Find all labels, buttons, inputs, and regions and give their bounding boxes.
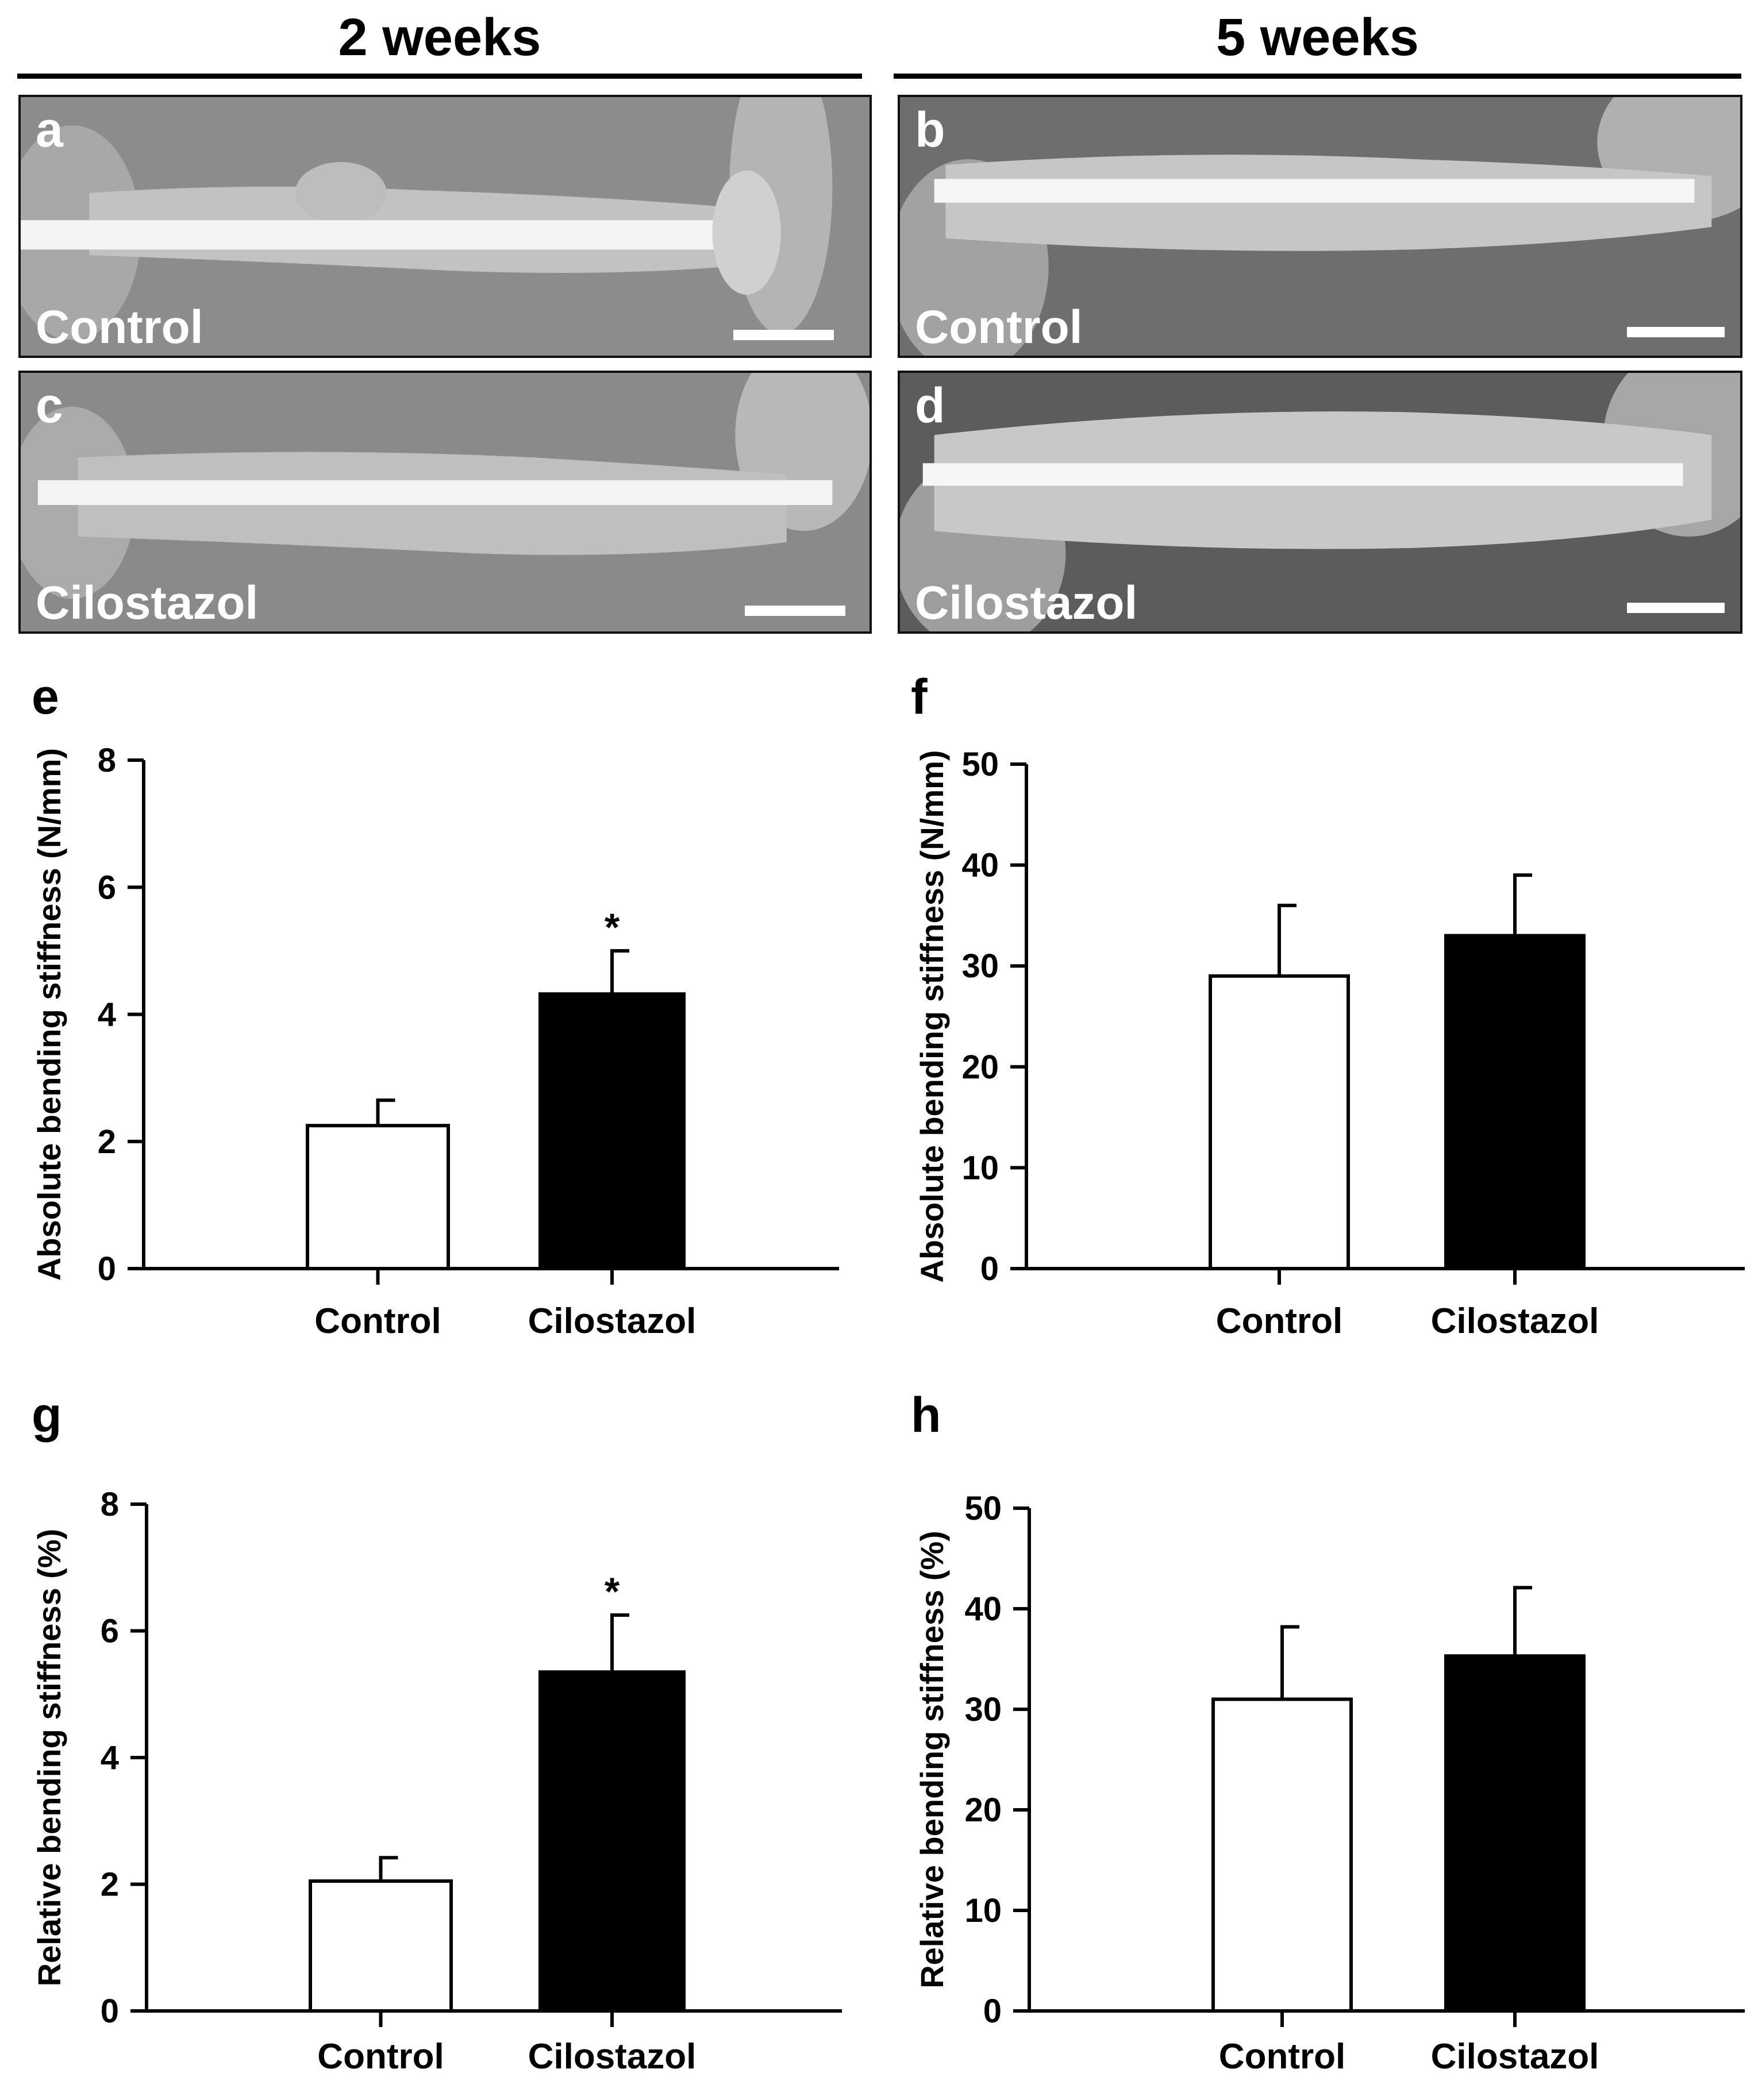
y-axis-label: Relative bending stiffness (%) [31,1529,67,1987]
xray-label-a: Control [36,301,203,353]
panel-letter-f: f [911,669,928,725]
x-tick-label-control: Control [1216,1301,1342,1341]
y-tick-label: 40 [961,847,999,884]
y-tick-label: 2 [98,1123,116,1161]
x-tick-label-cilostazol: Cilostazol [528,1301,697,1341]
chart-panel-f: Absolute bending stiffness (N/mm) 0 10 20 30… [883,724,1762,1367]
bar-cilostazol [1444,1654,1586,2013]
x-tick-label-control: Control [317,2037,444,2076]
panel-letter-a: a [36,102,63,157]
chart-svg-f: Absolute bending stiffness (N/mm) 0 10 20 30… [914,746,1745,1341]
chart-svg-h: Relative bending stiffness (%) 0 10 20 30 40 5… [914,1490,1745,2076]
bar-cilostazol [538,992,686,1270]
header-2-weeks: 2 weeks [338,8,541,67]
x-tick-label-cilostazol: Cilostazol [1431,1301,1599,1341]
y-tick-label: 8 [101,1486,119,1523]
chart-panel-g: Relative bending stiffness (%) 0 2 4 6 8 Contr… [0,1471,879,2100]
xray-image-b [900,97,1740,356]
y-axis-label: Relative bending stiffness (%) [914,1531,950,1989]
xray-label-c: Cilostazol [36,577,259,629]
panel-letter-g: g [32,1388,62,1443]
x-tick-label-cilostazol: Cilostazol [528,2037,697,2076]
x-tick-label-control: Control [314,1301,441,1341]
y-tick-label: 0 [98,1250,116,1288]
significance-marker: * [605,905,620,949]
y-tick-label: 8 [98,742,116,779]
y-tick-label: 10 [964,1892,1002,1929]
y-tick-label: 0 [983,1993,1002,2030]
header-rule-right [894,74,1741,79]
header-rule-left [17,74,862,79]
y-tick-label: 50 [964,1490,1002,1527]
chart-panel-e: Absolute bending stiffness (N/mm) 0 2 4 6 8 Co… [0,724,879,1367]
xray-image-d [900,373,1740,631]
xray-image-c [21,373,870,631]
xray-label-d: Cilostazol [915,577,1138,629]
panel-letter-h: h [911,1388,941,1443]
xray-panel-c: c Cilostazol [18,371,872,634]
y-axis-label: Absolute bending stiffness (N/mm) [31,748,67,1281]
bar-cilostazol [538,1670,686,2013]
y-tick-label: 50 [961,746,999,783]
bar-control [309,1879,453,2013]
scale-bar-a [733,330,834,340]
header-5-weeks: 5 weeks [1216,8,1419,67]
y-tick-label: 20 [964,1791,1002,1829]
xray-label-b: Control [915,301,1083,353]
significance-marker: * [605,1570,620,1613]
y-tick-label: 6 [101,1613,119,1650]
y-tick-label: 0 [980,1250,999,1288]
chart-svg-e: Absolute bending stiffness (N/mm) 0 2 4 6 8 Co… [31,742,839,1341]
y-tick-label: 40 [964,1590,1002,1628]
panel-letter-e: e [32,669,59,725]
y-tick-label: 4 [101,1739,119,1777]
y-tick-label: 6 [98,869,116,906]
chart-panel-h: Relative bending stiffness (%) 0 10 20 30 40 5… [883,1471,1762,2100]
scale-bar-d [1627,603,1725,613]
bar-cilostazol [1444,934,1586,1270]
x-tick-label-control: Control [1219,2037,1345,2076]
scale-bar-b [1627,327,1725,337]
y-tick-label: 4 [98,996,116,1034]
panel-letter-c: c [36,378,63,433]
panel-letter-b: b [915,102,945,157]
panel-letter-d: d [915,378,945,433]
y-tick-label: 30 [964,1691,1002,1728]
y-tick-label: 2 [101,1866,119,1904]
y-axis-label: Absolute bending stiffness (N/mm) [914,750,950,1282]
y-tick-label: 30 [961,947,999,985]
xray-panel-d: d Cilostazol [898,371,1742,634]
chart-svg-g: Relative bending stiffness (%) 0 2 4 6 8 Contr… [31,1486,842,2076]
scale-bar-c [745,606,845,616]
xray-image-a [21,97,870,356]
xray-panel-b: b Control [898,95,1742,358]
y-tick-label: 10 [961,1149,999,1186]
y-tick-label: 0 [101,1993,119,2030]
xray-panel-a: a Control [18,95,872,358]
bar-control [306,1124,450,1270]
bar-control [1211,1697,1353,2013]
bar-control [1209,974,1350,1270]
y-tick-label: 20 [961,1049,999,1086]
x-tick-label-cilostazol: Cilostazol [1431,2037,1599,2076]
